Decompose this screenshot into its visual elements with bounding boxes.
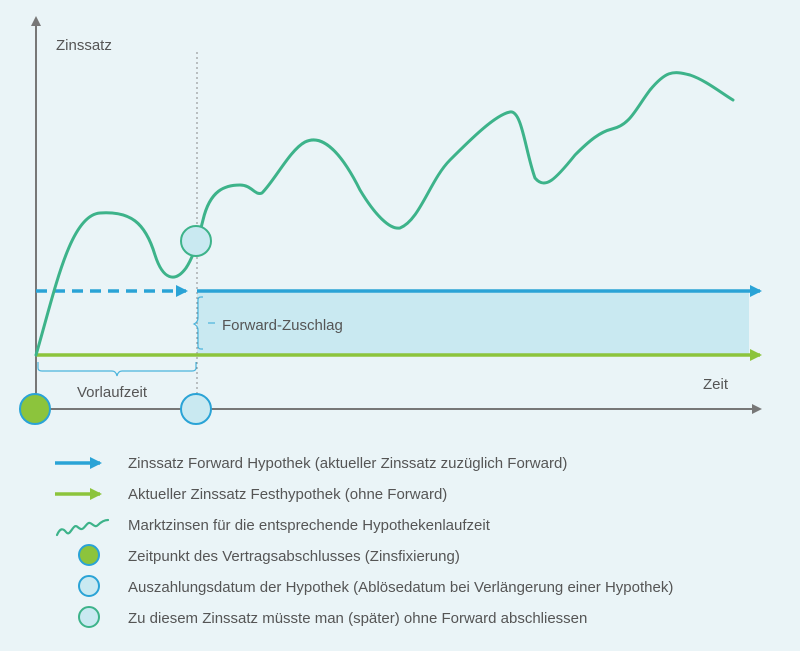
lead-time-bracket [37, 362, 197, 377]
legend-green-circle-icon [78, 544, 100, 566]
y-axis-label: Zinssatz [56, 37, 112, 54]
forward-surcharge-area [197, 292, 749, 355]
legend-label-payout-date: Auszahlungsdatum der Hypothek (Ablösedat… [128, 579, 673, 596]
legend-label-market: Marktzinsen für die entsprechende Hypoth… [128, 517, 491, 534]
payout-date-marker [180, 393, 212, 425]
legend-label-contract-date: Zeitpunkt des Vertragsabschlusses (Zinsf… [128, 548, 460, 565]
market-rate-curve [34, 71, 735, 357]
x-axis-label: Zeit [703, 376, 729, 393]
legend-label-later-rate: Zu diesem Zinssatz müsste man (später) o… [128, 610, 587, 627]
legend-label-fixed: Aktueller Zinssatz Festhypothek (ohne Fo… [128, 486, 447, 503]
market-rate-marker [180, 225, 212, 257]
legend-teal-circle-icon [78, 606, 100, 628]
legend-blue-circle-icon [78, 575, 100, 597]
legend-label-forward: Zinssatz Forward Hypothek (aktueller Zin… [128, 455, 567, 472]
forward-surcharge-label: Forward-Zuschlag [222, 317, 343, 334]
legend-wavy-line-icon [55, 518, 110, 537]
forward-surcharge-bracket [192, 296, 203, 350]
lead-time-label: Vorlaufzeit [77, 384, 148, 401]
contract-date-marker [19, 393, 51, 425]
